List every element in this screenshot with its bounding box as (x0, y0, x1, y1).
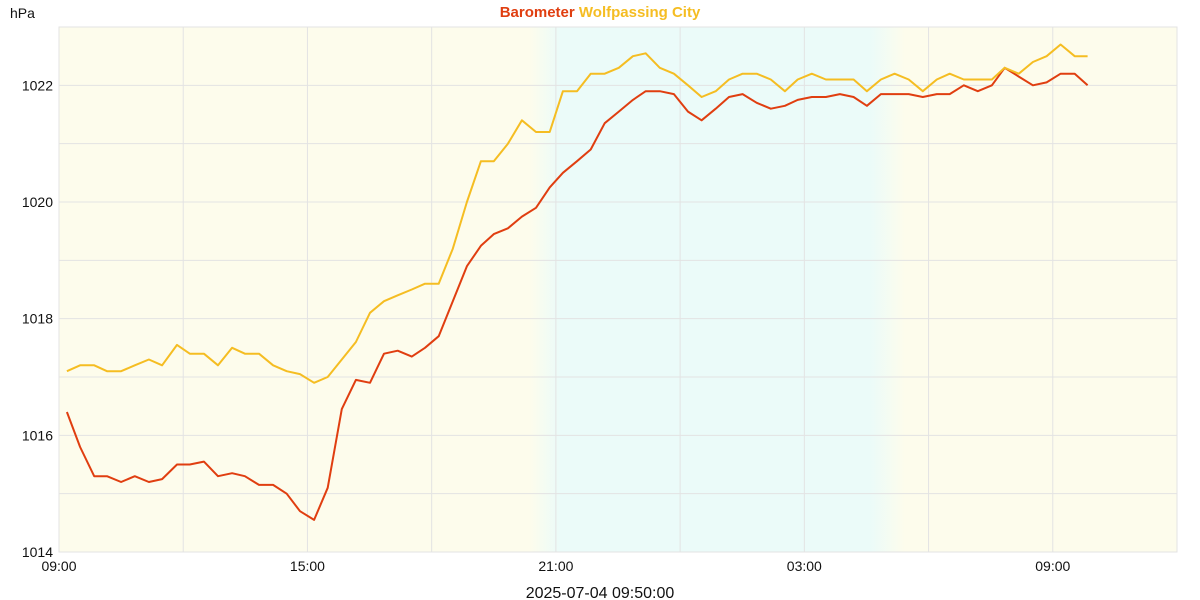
y-tick-label: 1018 (22, 311, 53, 327)
x-tick-label: 09:00 (41, 558, 76, 574)
x-tick-label: 15:00 (290, 558, 325, 574)
y-tick-label: 1020 (22, 194, 53, 210)
y-tick-label: 1016 (22, 427, 53, 443)
x-tick-label: 09:00 (1035, 558, 1070, 574)
legend-entry: Barometer (500, 4, 575, 21)
series-line (66, 43, 1088, 384)
y-axis-label: hPa (10, 5, 35, 21)
y-tick-label: 1014 (22, 544, 53, 560)
legend: Barometer Wolfpassing City (500, 4, 701, 21)
x-axis-label: 2025-07-04 09:50:00 (526, 585, 675, 600)
y-tick-label: 1022 (22, 77, 53, 93)
x-tick-label: 03:00 (787, 558, 822, 574)
series-line (65, 66, 1089, 521)
x-tick-label: 21:00 (538, 558, 573, 574)
plot-area (58, 26, 1178, 553)
legend-entry: Wolfpassing City (579, 4, 701, 21)
